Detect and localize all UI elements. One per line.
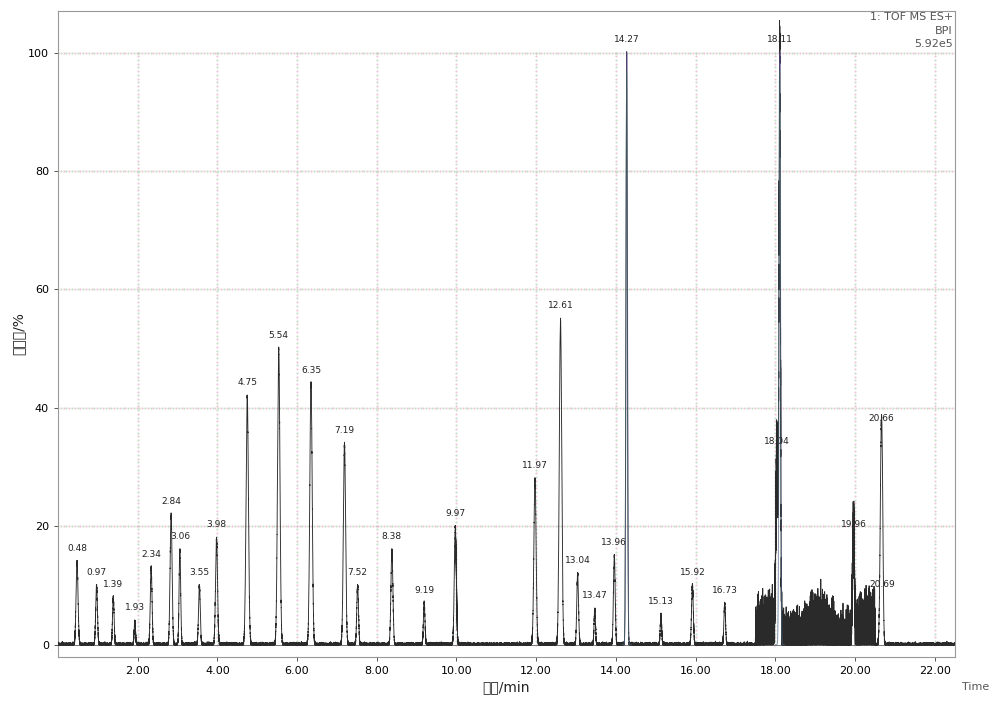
Text: 18.04: 18.04 (764, 437, 790, 446)
Text: 12.61: 12.61 (548, 301, 573, 310)
Text: 5.54: 5.54 (269, 331, 289, 340)
Text: 3.06: 3.06 (170, 532, 190, 541)
Text: 8.38: 8.38 (382, 532, 402, 541)
Text: 13.04: 13.04 (565, 556, 591, 565)
Text: 16.73: 16.73 (712, 586, 738, 594)
Text: 15.92: 15.92 (680, 568, 705, 577)
Text: 13.47: 13.47 (582, 591, 608, 601)
Text: 2.84: 2.84 (161, 496, 181, 505)
Text: 20.66: 20.66 (868, 414, 894, 423)
Text: 3.98: 3.98 (206, 520, 227, 529)
Text: 15.13: 15.13 (648, 597, 674, 606)
Text: 0.97: 0.97 (87, 568, 107, 577)
Text: 3.55: 3.55 (189, 568, 209, 577)
Text: 4.75: 4.75 (237, 378, 257, 387)
Text: 7.19: 7.19 (334, 426, 355, 434)
Text: 9.19: 9.19 (414, 586, 434, 594)
X-axis label: 时间/min: 时间/min (483, 680, 530, 694)
Text: 18.11: 18.11 (767, 35, 793, 44)
Text: 1.39: 1.39 (103, 580, 123, 589)
Text: 1: TOF MS ES+
BPI
5.92e5: 1: TOF MS ES+ BPI 5.92e5 (870, 13, 953, 49)
Text: 14.27: 14.27 (614, 35, 639, 44)
Text: 7.52: 7.52 (348, 568, 368, 577)
Text: Time: Time (962, 682, 989, 692)
Text: 0.48: 0.48 (67, 544, 87, 553)
Text: 11.97: 11.97 (522, 461, 548, 470)
Text: 6.35: 6.35 (301, 367, 321, 375)
Text: 1.93: 1.93 (125, 603, 145, 612)
Text: 2.34: 2.34 (141, 550, 161, 559)
Text: 19.96: 19.96 (841, 520, 866, 529)
Y-axis label: 峰强度/%: 峰强度/% (11, 312, 25, 355)
Text: 13.96: 13.96 (601, 538, 627, 547)
Text: 9.97: 9.97 (445, 508, 465, 517)
Text: 20.69: 20.69 (870, 580, 895, 589)
